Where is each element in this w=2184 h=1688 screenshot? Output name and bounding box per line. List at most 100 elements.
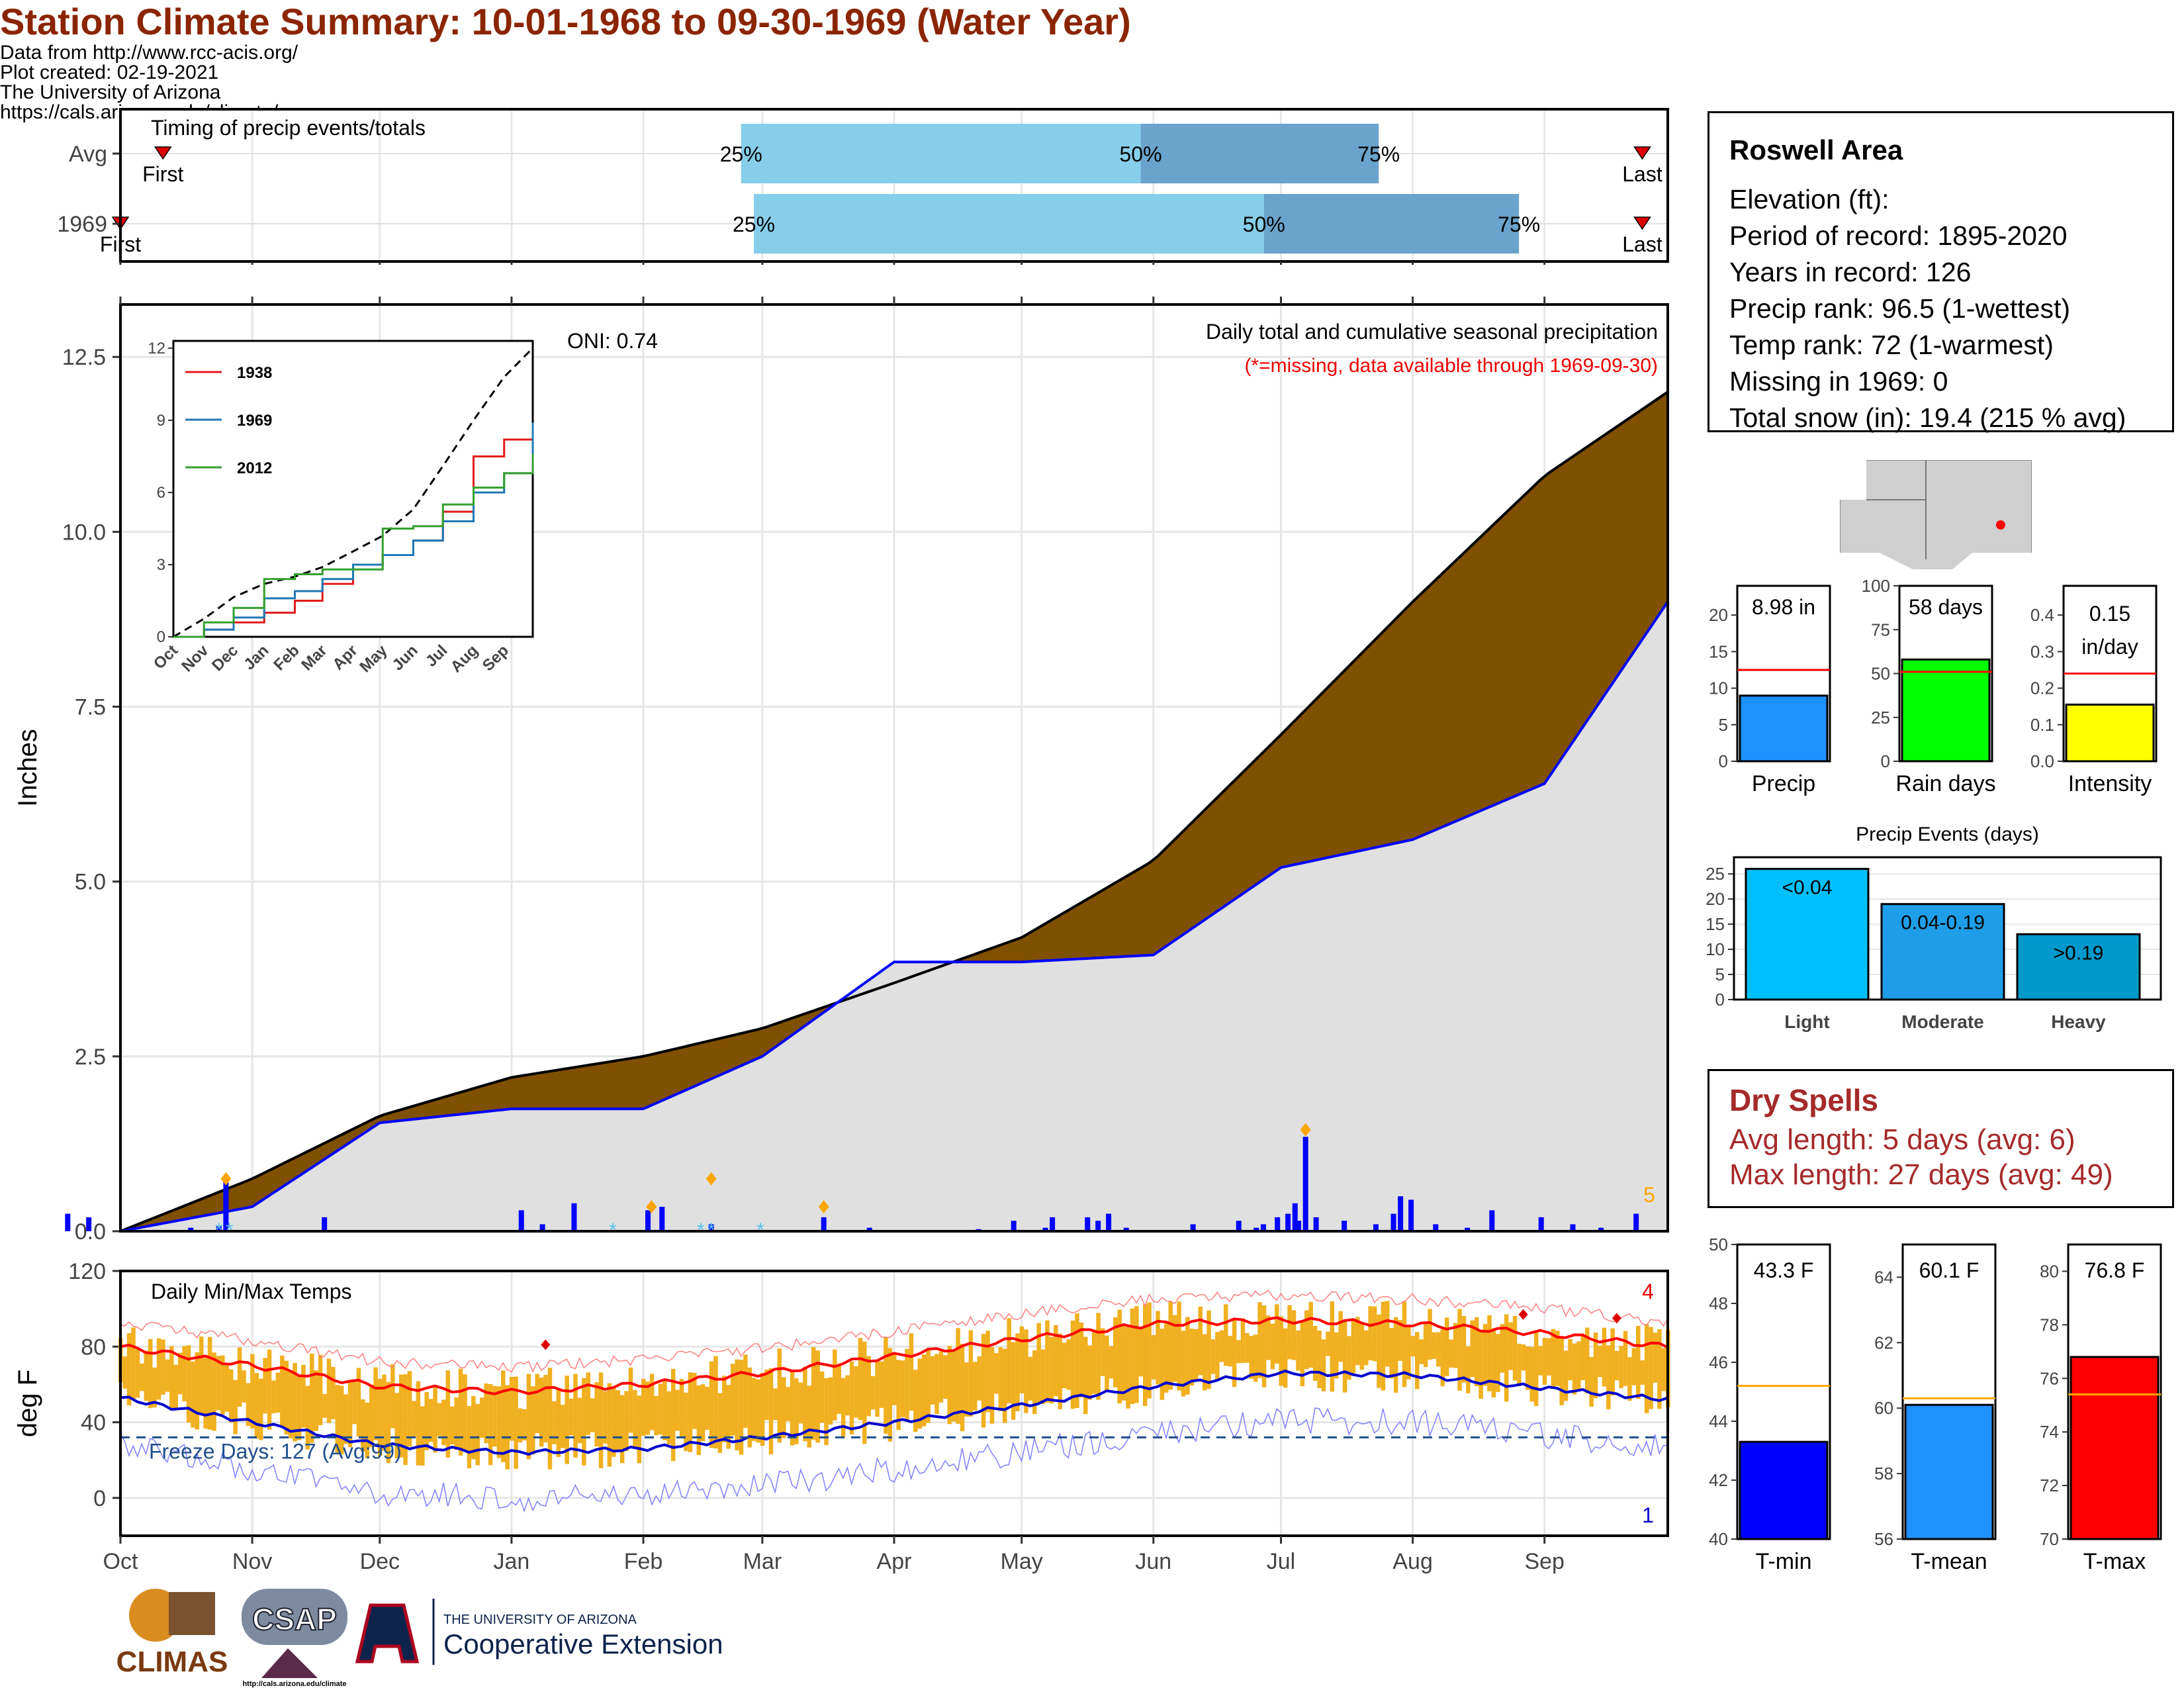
- daily-temp-range-bar: [803, 1366, 807, 1442]
- temp-bar-label: T-max: [2083, 1549, 2146, 1574]
- daily-temp-range-bar: [675, 1389, 680, 1431]
- daily-temp-range-bar: [1015, 1333, 1020, 1411]
- daily-temp-range-bar: [1007, 1318, 1011, 1403]
- daily-temp-range-bar: [394, 1393, 399, 1459]
- daily-temp-range-bar: [1466, 1346, 1471, 1393]
- daily-temp-range-bar: [1062, 1342, 1067, 1389]
- daily-temp-range-bar: [649, 1374, 655, 1430]
- daily-temp-range-bar: [717, 1393, 723, 1453]
- extreme-precip-marker: [646, 1200, 657, 1214]
- summary-bar-tick-label: 10: [1709, 679, 1728, 698]
- daily-temp-range-bar: [1045, 1320, 1050, 1403]
- daily-temp-range-bar: [1449, 1339, 1453, 1368]
- daily-temp-range-bar: [735, 1359, 739, 1451]
- daily-temp-range-bar: [637, 1395, 642, 1464]
- daily-temp-range-bar: [692, 1372, 697, 1429]
- temp-y-tick-label: 0: [93, 1486, 106, 1511]
- temp-bar-value: 60.1 F: [1919, 1258, 1979, 1282]
- daily-temp-range-bar: [144, 1350, 149, 1401]
- daily-temp-range-bar: [1232, 1319, 1237, 1387]
- daily-temp-range-bar: [1547, 1338, 1551, 1376]
- summary-bar-label: Rain days: [1895, 771, 1995, 796]
- freeze-days-label: Freeze Days: 127 (Avg:99): [149, 1439, 402, 1463]
- summary-bar-tick-label: 25: [1871, 708, 1890, 727]
- daily-precip-bar: [1489, 1210, 1495, 1231]
- daily-temp-range-bar: [666, 1391, 672, 1444]
- daily-temp-range-bar: [1266, 1315, 1271, 1360]
- daily-temp-range-bar: [1653, 1333, 1658, 1383]
- daily-temp-range-bar: [900, 1360, 905, 1417]
- daily-precip-bar: [188, 1227, 194, 1231]
- daily-temp-range-bar: [1393, 1317, 1398, 1393]
- daily-temp-range-bar: [296, 1375, 302, 1440]
- temp-bar-value: 43.3 F: [1754, 1258, 1814, 1282]
- daily-temp-range-bar: [662, 1381, 667, 1440]
- daily-precip-bar: [1633, 1213, 1639, 1231]
- daily-temp-range-bar: [1598, 1345, 1602, 1378]
- daily-temp-range-bar: [1623, 1331, 1628, 1386]
- temp-bar-tick-label: 58: [1874, 1464, 1893, 1483]
- daily-temp-range-bar: [1202, 1334, 1207, 1391]
- daily-temp-range-bar: [1410, 1336, 1416, 1357]
- daily-temp-range-bar: [892, 1354, 897, 1405]
- daily-temp-range-bar: [870, 1376, 876, 1410]
- temp-bar-tick-label: 70: [2040, 1529, 2059, 1549]
- daily-precip-bar: [86, 1217, 92, 1231]
- daily-temp-range-bar: [951, 1351, 956, 1422]
- summary-bar: [1901, 658, 1991, 763]
- month-label: Mar: [743, 1549, 782, 1574]
- csap-logo-text: CSAP: [252, 1602, 337, 1636]
- daily-temp-range-bar: [1032, 1350, 1037, 1415]
- daily-temp-range-bar: [1275, 1304, 1279, 1364]
- daily-temp-range-bar: [726, 1385, 731, 1449]
- summary-bar-value: 8.98 in: [1752, 595, 1815, 619]
- daily-temp-range-bar: [1559, 1337, 1564, 1405]
- daily-temp-range-bar: [1236, 1340, 1241, 1364]
- daily-temp-range-bar: [1317, 1330, 1322, 1388]
- daily-temp-range-bar: [619, 1395, 625, 1464]
- daily-temp-range-bar: [1160, 1329, 1165, 1400]
- daily-temp-range-bar: [968, 1330, 974, 1417]
- month-label: Jul: [1267, 1549, 1295, 1574]
- daily-temp-range-bar: [633, 1389, 637, 1449]
- daily-precip-bar: [1302, 1137, 1308, 1231]
- daily-precip-bar: [1050, 1217, 1056, 1231]
- timing-row-label: Avg: [69, 142, 107, 167]
- daily-temp-range-bar: [207, 1336, 212, 1430]
- daily-temp-range-bar: [1584, 1327, 1590, 1393]
- summary-bar-tick-label: 50: [1871, 664, 1890, 684]
- daily-temp-range-bar: [688, 1372, 693, 1452]
- daily-temp-range-bar: [582, 1378, 586, 1466]
- daily-temp-range-bar: [305, 1385, 310, 1450]
- events-tick-label: 0: [1715, 990, 1725, 1009]
- y-tick-label: 10.0: [62, 520, 106, 545]
- daily-temp-range-bar: [1619, 1346, 1623, 1389]
- record-temp-marker: [541, 1339, 551, 1350]
- record-max-line: [120, 1289, 1668, 1373]
- daily-precip-bar: [1236, 1221, 1242, 1231]
- daily-temp-range-bar: [1164, 1322, 1169, 1393]
- daily-temp-range-bar: [752, 1378, 756, 1441]
- timing-p75-label: 75%: [1498, 212, 1540, 236]
- daily-temp-range-bar: [1649, 1327, 1653, 1409]
- summary-bar-tick-label: 100: [1862, 576, 1890, 596]
- summary-bar-value: in/day: [2081, 635, 2138, 659]
- daily-temp-range-bar: [416, 1381, 421, 1466]
- daily-precip-bar: [1390, 1213, 1396, 1231]
- daily-temp-range-bar: [284, 1360, 289, 1434]
- daily-temp-range-bar: [624, 1391, 629, 1451]
- daily-temp-range-bar: [501, 1370, 506, 1462]
- daily-temp-range-bar: [386, 1382, 391, 1464]
- daily-temp-range-bar: [1602, 1327, 1607, 1387]
- daily-temp-range-bar: [743, 1354, 748, 1428]
- daily-temp-range-bar: [1304, 1310, 1309, 1370]
- daily-temp-range-bar: [152, 1368, 157, 1408]
- temp-bar-value: 76.8 F: [2085, 1258, 2145, 1282]
- daily-temp-range-bar: [1436, 1332, 1441, 1367]
- station-name: Roswell Area: [1729, 134, 1903, 165]
- daily-temp-range-bar: [1177, 1301, 1181, 1391]
- daily-temp-range-bar: [1194, 1329, 1199, 1380]
- daily-temp-range-bar: [454, 1397, 459, 1450]
- summary-bar-tick-label: 0.1: [2030, 715, 2054, 735]
- daily-temp-range-bar: [1482, 1324, 1488, 1386]
